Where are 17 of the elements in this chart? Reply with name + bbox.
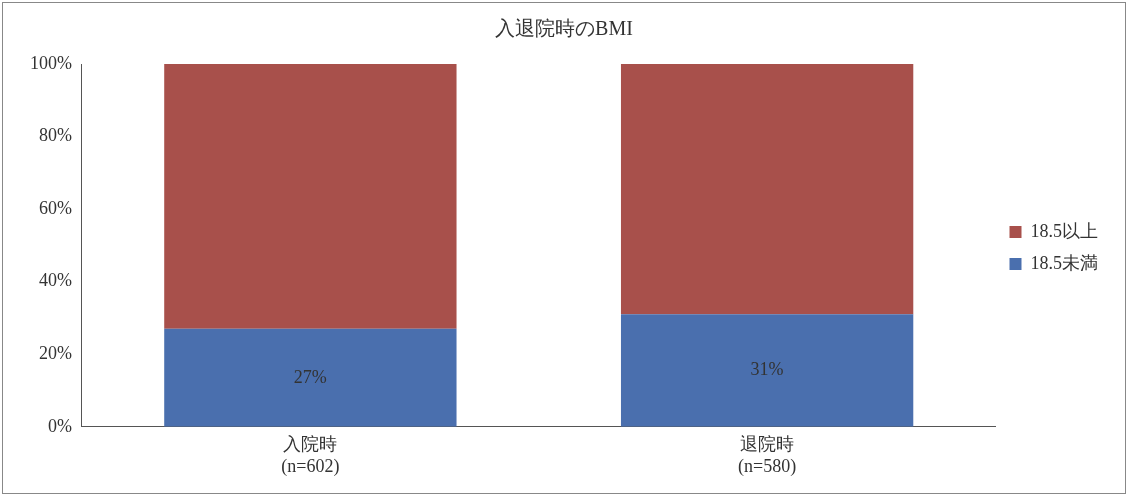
bar [164, 64, 457, 329]
y-tick-label: 100% [29, 52, 72, 73]
legend-label: 18.5以上 [1030, 220, 1098, 241]
bar [164, 328, 457, 427]
y-tick-label: 0% [47, 415, 72, 436]
y-tick-label: 60% [38, 197, 72, 218]
data-label: 27% [293, 366, 327, 387]
chart-title: 入退院時のBMI [495, 17, 633, 40]
data-label: 31% [750, 359, 784, 380]
y-tick-label: 20% [38, 342, 72, 363]
bar [620, 314, 914, 427]
x-tick-label: 退院時 (n=580) [738, 434, 797, 477]
bar [620, 64, 914, 315]
y-tick-label: 40% [38, 270, 72, 291]
legend-label: 18.5未満 [1030, 252, 1098, 273]
y-tick-label: 80% [38, 125, 72, 146]
x-tick-label: 入院時 (n=602) [281, 434, 340, 477]
